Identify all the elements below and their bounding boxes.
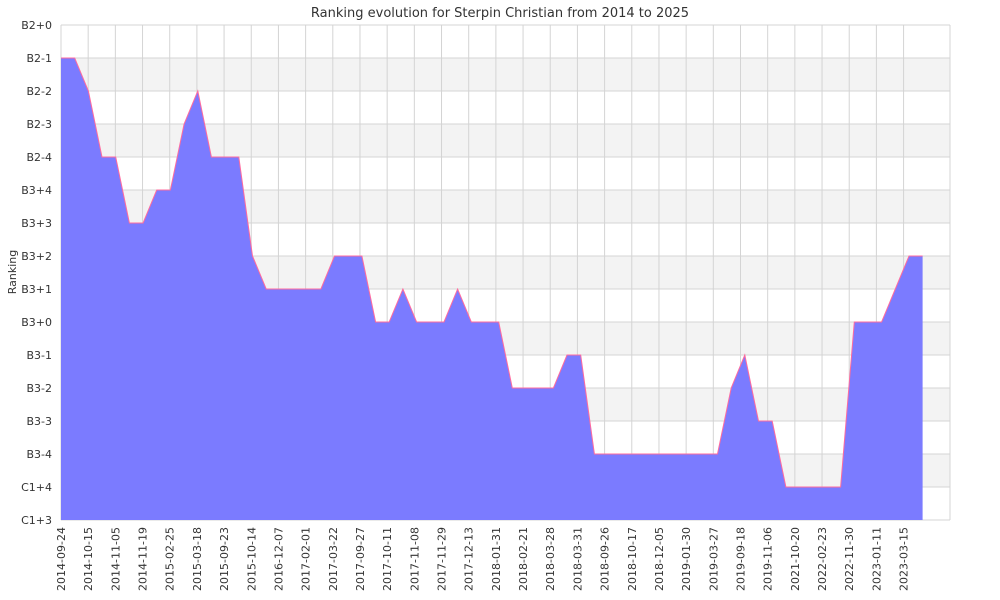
y-tick-label: B3+3 xyxy=(21,217,52,230)
y-tick-label: B3-4 xyxy=(26,448,52,461)
x-tick-label: 2017-02-01 xyxy=(300,527,313,591)
x-tick-label: 2019-11-06 xyxy=(762,527,775,591)
x-tick-label: 2018-03-31 xyxy=(571,527,584,591)
y-tick-label: B3-3 xyxy=(26,415,52,428)
y-tick-label: B2+0 xyxy=(21,19,52,32)
x-tick-label: 2014-11-19 xyxy=(137,527,150,591)
y-tick-label: B3+0 xyxy=(21,316,52,329)
x-tick-label: 2023-01-11 xyxy=(870,527,883,591)
ranking-area xyxy=(61,58,923,520)
x-tick-label: 2017-10-11 xyxy=(381,527,394,591)
y-tick-label: B3-2 xyxy=(26,382,52,395)
x-tick-label: 2018-09-26 xyxy=(599,527,612,591)
y-tick-label: B3-1 xyxy=(26,349,52,362)
x-tick-label: 2018-01-31 xyxy=(490,527,503,591)
x-tick-label: 2021-10-20 xyxy=(789,527,802,591)
x-tick-label: 2016-12-07 xyxy=(272,527,285,591)
x-tick-label: 2018-03-28 xyxy=(544,527,557,591)
y-tick-label: C1+4 xyxy=(21,481,52,494)
x-tick-label: 2018-02-21 xyxy=(517,527,530,591)
y-tick-label: B2-3 xyxy=(26,118,52,131)
x-tick-label: 2015-02-25 xyxy=(164,527,177,591)
y-axis-ticks: C1+3 C1+4 B3-4 B3-3 B3-2 B3-1 B3+0 B3+1 B3+2 B3+3… xyxy=(21,19,52,527)
y-tick-label: B2-4 xyxy=(26,151,52,164)
grid-band xyxy=(61,58,950,91)
x-tick-label: 2017-11-08 xyxy=(408,527,421,591)
x-axis-ticks: 2014-09-24 2014-10-15 2014-11-05 2014-11-19… xyxy=(55,527,911,591)
x-tick-label: 2023-03-15 xyxy=(898,527,911,591)
x-tick-label: 2015-09-23 xyxy=(218,527,231,591)
x-tick-label: 2017-12-13 xyxy=(463,527,476,591)
x-tick-label: 2022-02-23 xyxy=(816,527,829,591)
x-tick-label: 2017-11-29 xyxy=(436,527,449,591)
x-tick-label: 2019-09-18 xyxy=(735,527,748,591)
x-tick-label: 2022-11-30 xyxy=(843,527,856,591)
x-tick-label: 2019-03-27 xyxy=(707,527,720,591)
y-tick-label: B2-2 xyxy=(26,85,52,98)
grid-band xyxy=(61,91,950,124)
y-tick-label: B3+1 xyxy=(21,283,52,296)
y-tick-label: B3+4 xyxy=(21,184,52,197)
x-tick-label: 2019-01-30 xyxy=(680,527,693,591)
y-tick-label: B2-1 xyxy=(26,52,52,65)
x-tick-label: 2014-11-05 xyxy=(109,527,122,591)
x-tick-label: 2018-10-17 xyxy=(626,527,639,591)
y-axis-label: Ranking xyxy=(6,250,19,295)
ranking-line xyxy=(61,57,923,488)
y-tick-label: B3+2 xyxy=(21,250,52,263)
x-tick-label: 2014-09-24 xyxy=(55,527,68,591)
grid-band xyxy=(61,25,950,58)
x-tick-label: 2015-03-18 xyxy=(191,527,204,591)
chart-title: Ranking evolution for Sterpin Christian … xyxy=(311,6,689,21)
y-tick-label: C1+3 xyxy=(21,514,52,527)
x-tick-label: 2017-09-27 xyxy=(354,527,367,591)
x-tick-label: 2015-10-14 xyxy=(245,527,258,591)
x-tick-label: 2017-03-22 xyxy=(327,527,340,591)
x-tick-label: 2018-12-05 xyxy=(653,527,666,591)
x-tick-label: 2014-10-15 xyxy=(82,527,95,591)
